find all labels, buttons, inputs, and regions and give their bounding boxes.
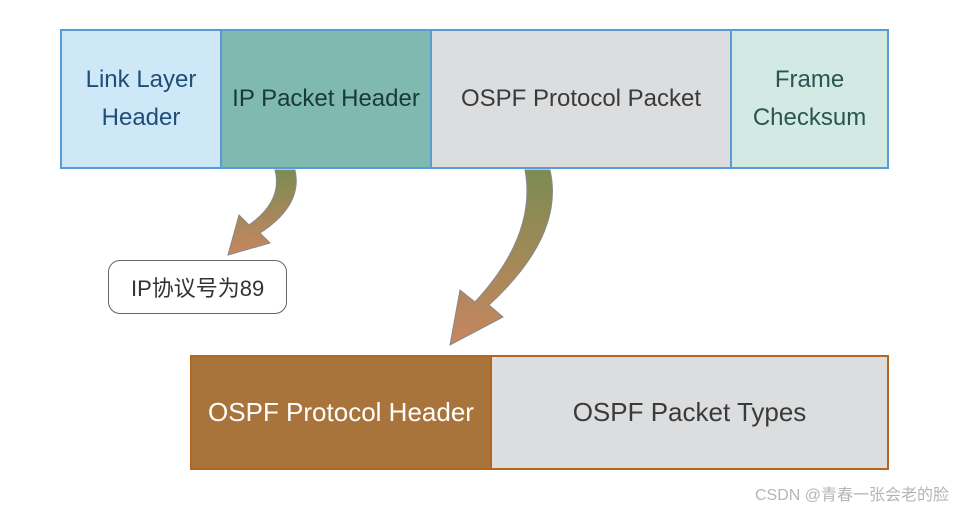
cell-label: Frame Checksum xyxy=(742,61,877,138)
cell-ip-packet-header: IP Packet Header xyxy=(222,31,432,167)
cell-label: OSPF Protocol Packet xyxy=(461,80,701,118)
cell-frame-checksum: Frame Checksum xyxy=(732,31,887,167)
cell-ospf-protocol-header: OSPF Protocol Header xyxy=(192,357,492,468)
cell-ospf-protocol-packet: OSPF Protocol Packet xyxy=(432,31,732,167)
cell-label: OSPF Protocol Header xyxy=(208,392,474,434)
callout-label: IP协议号为89 xyxy=(131,276,264,301)
cell-ospf-packet-types: OSPF Packet Types xyxy=(492,357,887,468)
cell-label: Link Layer Header xyxy=(72,61,210,138)
cell-label: OSPF Packet Types xyxy=(573,392,807,434)
top-packet-row: Link Layer Header IP Packet Header OSPF … xyxy=(60,29,889,169)
cell-link-layer-header: Link Layer Header xyxy=(62,31,222,167)
callout-ip-protocol-89: IP协议号为89 xyxy=(108,260,287,314)
watermark: CSDN @青春一张会老的脸 xyxy=(755,481,949,505)
arrow-ospf-to-bottom xyxy=(445,165,605,365)
bottom-packet-row: OSPF Protocol Header OSPF Packet Types xyxy=(190,355,889,470)
cell-label: IP Packet Header xyxy=(232,80,420,118)
